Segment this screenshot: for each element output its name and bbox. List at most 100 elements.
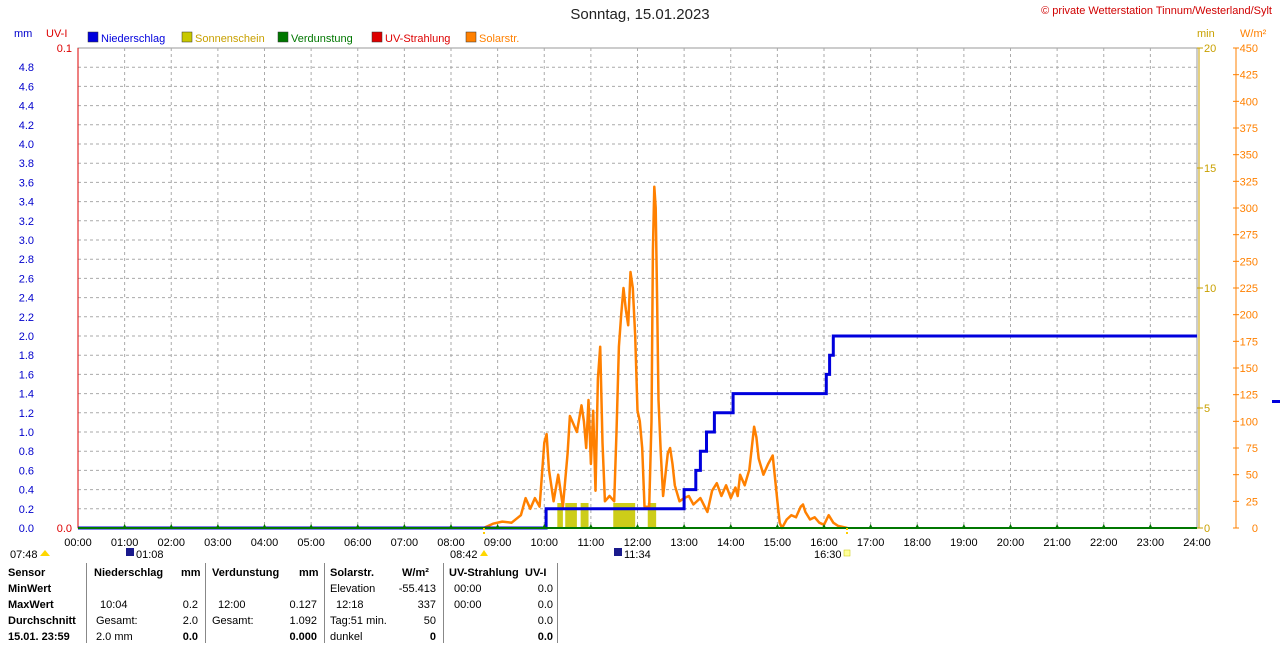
solar-tag: 50 bbox=[423, 615, 436, 627]
sunshine-bar bbox=[565, 503, 577, 528]
x-tick-label: 16:00 bbox=[810, 537, 838, 549]
y-tick-wm2: 150 bbox=[1240, 363, 1258, 375]
solar-unit: W/m² bbox=[402, 567, 429, 579]
evap-marker bbox=[169, 524, 174, 528]
evap-marker bbox=[728, 524, 733, 528]
uv-unit: UV-I bbox=[525, 567, 547, 579]
y-tick-wm2: 0 bbox=[1252, 523, 1258, 535]
niederschlag-head: Niederschlag bbox=[94, 567, 164, 579]
precip-series-line bbox=[78, 334, 1197, 530]
copyright-text: © private Wetterstation Tinnum/Westerlan… bbox=[1041, 5, 1272, 17]
evap-marker bbox=[1055, 524, 1060, 528]
x-tick-label: 23:00 bbox=[1137, 537, 1165, 549]
uv-head: UV-Strahlung bbox=[449, 567, 519, 579]
moonrise-label: 01:08 bbox=[136, 549, 164, 561]
evap-marker bbox=[915, 524, 920, 528]
x-tick-label: 03:00 bbox=[204, 537, 232, 549]
x-tick-label: 09:00 bbox=[484, 537, 512, 549]
x-tick-label: 22:00 bbox=[1090, 537, 1118, 549]
verdunstung-max: 0.127 bbox=[289, 599, 317, 611]
y-tick-mm: 0.0 bbox=[19, 523, 34, 535]
sunshine-bar bbox=[613, 503, 636, 528]
y-tick-mm: 0.4 bbox=[19, 485, 34, 497]
y-tick-wm2: 450 bbox=[1240, 43, 1258, 55]
y-tick-mm: 3.6 bbox=[19, 177, 34, 189]
edge-marker bbox=[1272, 400, 1280, 403]
x-tick-label: 15:00 bbox=[764, 537, 792, 549]
y-tick-min: 0 bbox=[1204, 523, 1210, 535]
legend-label: UV-Strahlung bbox=[385, 33, 450, 45]
x-tick-label: 18:00 bbox=[903, 537, 931, 549]
y-tick-wm2: 175 bbox=[1240, 336, 1258, 348]
uv-max-time: 00:00 bbox=[454, 599, 482, 611]
y-tick-mm: 1.2 bbox=[19, 408, 34, 420]
y-tick-wm2: 300 bbox=[1240, 203, 1258, 215]
row-avg: Durchschnitt bbox=[8, 615, 76, 627]
sunshine-bar bbox=[647, 503, 657, 528]
evap-marker bbox=[449, 524, 453, 528]
x-tick-label: 02:00 bbox=[157, 537, 185, 549]
y-tick-mm: 2.6 bbox=[19, 273, 34, 285]
time-left-label: 07:48 bbox=[10, 549, 38, 561]
y-tick-wm2: 325 bbox=[1240, 176, 1258, 188]
sunrise-icon bbox=[480, 550, 488, 556]
uv-max: 0.0 bbox=[537, 599, 553, 611]
y-tick-wm2: 350 bbox=[1240, 150, 1258, 162]
y-tick-mm: 3.2 bbox=[19, 216, 34, 228]
verdunstung-max-time: 12:00 bbox=[218, 599, 246, 611]
separator bbox=[205, 563, 206, 643]
y-tick-mm: 2.8 bbox=[19, 254, 34, 266]
uv-min-time: 00:00 bbox=[454, 583, 482, 595]
legend-swatch bbox=[371, 31, 383, 43]
moon-time-label: 11:34 bbox=[624, 549, 651, 561]
niederschlag-max: 0.2 bbox=[182, 599, 198, 611]
sunshine-bar bbox=[557, 503, 563, 528]
uv-min: 0.0 bbox=[537, 583, 553, 595]
row-max: MaxWert bbox=[8, 599, 54, 611]
unit-uv-label: UV-I bbox=[46, 28, 67, 40]
moon-icon bbox=[126, 548, 134, 556]
x-tick-label: 06:00 bbox=[344, 537, 372, 549]
y-tick-mm: 0.2 bbox=[19, 504, 34, 516]
row-sensor: Sensor bbox=[8, 567, 46, 579]
x-tick-label: 07:00 bbox=[391, 537, 419, 549]
y-tick-wm2: 75 bbox=[1246, 443, 1258, 455]
solar-tag-label: Tag:51 min. bbox=[330, 615, 387, 627]
solar-max-time: 12:18 bbox=[336, 599, 364, 611]
y-tick-mm: 4.0 bbox=[19, 139, 34, 151]
y-tick-wm2: 400 bbox=[1240, 96, 1258, 108]
uv-avg: 0.0 bbox=[537, 615, 553, 627]
y-tick-mm: 3.0 bbox=[19, 235, 34, 247]
y-tick-wm2: 375 bbox=[1240, 123, 1258, 135]
separator bbox=[443, 563, 444, 643]
separator bbox=[557, 563, 558, 643]
legend-swatch bbox=[277, 31, 289, 43]
x-tick-label: 12:00 bbox=[624, 537, 652, 549]
evap-marker bbox=[495, 524, 500, 528]
legend-label: Niederschlag bbox=[101, 33, 165, 45]
y-tick-wm2: 25 bbox=[1246, 496, 1258, 508]
x-tick-label: 19:00 bbox=[950, 537, 978, 549]
y-tick-mm: 3.8 bbox=[19, 158, 34, 170]
evap-marker bbox=[775, 524, 780, 528]
evap-marker bbox=[542, 524, 547, 528]
legend-label: Solarstr. bbox=[479, 33, 519, 45]
sun-marker-icon bbox=[40, 550, 50, 556]
x-tick-label: 17:00 bbox=[857, 537, 885, 549]
x-tick-label: 21:00 bbox=[1043, 537, 1071, 549]
solar-head: Solarstr. bbox=[330, 567, 375, 579]
y-tick-wm2: 425 bbox=[1240, 70, 1258, 82]
evap-marker bbox=[961, 524, 966, 528]
solar-elev-label: Elevation bbox=[330, 583, 376, 595]
x-tick-label: 10:00 bbox=[530, 537, 558, 549]
x-tick-label: 08:00 bbox=[437, 537, 465, 549]
legend-swatch bbox=[181, 31, 193, 43]
sunset-label: 16:30 bbox=[814, 549, 842, 561]
x-tick-label: 11:00 bbox=[578, 537, 605, 549]
page-title: Sonntag, 15.01.2023 bbox=[570, 6, 710, 23]
sunrise-label: 08:42 bbox=[450, 549, 478, 561]
y-tick-wm2: 100 bbox=[1240, 416, 1258, 428]
y-tick-wm2: 200 bbox=[1240, 310, 1258, 322]
sunshine-bar bbox=[580, 503, 589, 528]
y-tick-uv: 0.0 bbox=[57, 523, 72, 535]
